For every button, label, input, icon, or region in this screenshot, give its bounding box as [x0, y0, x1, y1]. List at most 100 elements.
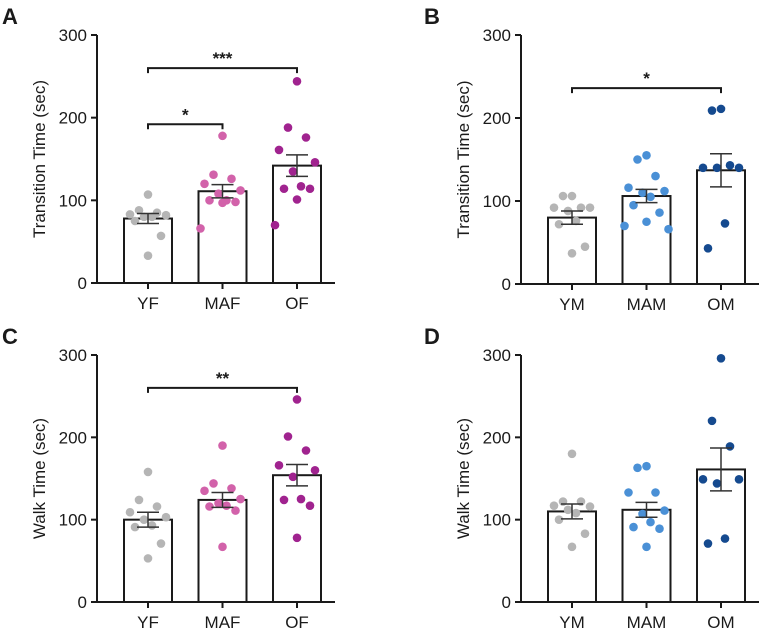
- data-point: [716, 104, 726, 114]
- data-point: [310, 465, 320, 475]
- data-point: [660, 186, 669, 196]
- y-tick-label: 0: [78, 274, 87, 293]
- data-point: [646, 517, 655, 527]
- y-tick-label: 0: [78, 593, 87, 612]
- data-point: [196, 224, 205, 233]
- data-point: [156, 539, 166, 548]
- data-point: [152, 502, 162, 511]
- y-tick-label: 300: [59, 346, 87, 365]
- y-tick-label: 300: [483, 346, 511, 365]
- data-point: [703, 539, 713, 548]
- data-point: [567, 449, 577, 459]
- bar-of: [272, 164, 322, 284]
- data-point: [125, 210, 135, 219]
- data-point: [549, 203, 559, 212]
- x-tick-label: MAF: [205, 613, 241, 632]
- data-point: [288, 472, 298, 482]
- data-point: [227, 174, 236, 184]
- data-point: [646, 192, 655, 202]
- data-point: [270, 220, 280, 230]
- data-point: [231, 197, 240, 207]
- data-point: [274, 145, 284, 155]
- data-point: [205, 502, 214, 511]
- significance-bracket: [147, 386, 298, 393]
- data-point: [642, 542, 651, 552]
- y-axis-label: Walk Time (sec): [30, 418, 49, 539]
- data-point: [214, 189, 223, 199]
- bar-yf: [123, 217, 173, 285]
- y-tick-label: 200: [483, 109, 511, 128]
- data-point: [651, 488, 660, 497]
- data-point: [633, 463, 642, 473]
- data-point: [716, 353, 726, 363]
- x-tick-label: MAF: [205, 294, 241, 313]
- data-point: [227, 484, 236, 493]
- data-point: [292, 533, 302, 543]
- panel-d: D 0 100 200 300 Walk Time (sec) YM MAM OM: [424, 324, 759, 632]
- y-tick-label: 300: [483, 26, 511, 45]
- data-point: [571, 508, 581, 518]
- data-point: [296, 494, 306, 504]
- data-point: [655, 524, 664, 534]
- panel-letter: C: [2, 324, 18, 349]
- data-point: [283, 123, 293, 132]
- data-point: [725, 442, 735, 451]
- data-point: [139, 515, 149, 524]
- data-point: [209, 479, 218, 488]
- x-tick-label: OF: [285, 294, 309, 313]
- data-point: [720, 534, 730, 543]
- data-point: [125, 507, 135, 517]
- y-tick-label: 100: [483, 511, 511, 530]
- x-tick-label: YM: [559, 295, 585, 314]
- data-point: [279, 184, 289, 194]
- data-point: [567, 542, 577, 552]
- data-point: [554, 219, 564, 229]
- y-tick-label: 0: [502, 593, 511, 612]
- y-tick-label: 200: [59, 428, 87, 447]
- panel-letter: A: [2, 4, 18, 29]
- data-point: [218, 131, 227, 141]
- data-point: [283, 432, 293, 441]
- data-point: [301, 133, 311, 142]
- data-point: [707, 416, 717, 426]
- significance-bracket: [147, 123, 224, 130]
- data-point: [549, 501, 559, 510]
- data-point: [143, 190, 153, 199]
- data-point: [279, 495, 289, 505]
- data-point: [563, 505, 573, 515]
- data-point: [161, 512, 171, 522]
- data-point: [305, 184, 315, 194]
- y-tick-label: 200: [59, 109, 87, 128]
- data-point: [292, 195, 302, 204]
- data-point: [624, 488, 633, 497]
- panel-c: C 0 100 200 300 Walk Time (sec) YF MAF OF **: [2, 324, 335, 632]
- data-point: [156, 231, 166, 241]
- significance-label: ***: [213, 49, 233, 68]
- y-tick-label: 300: [59, 26, 87, 45]
- significance-bracket: [147, 67, 298, 74]
- data-point: [301, 446, 311, 455]
- panel-letter: B: [424, 4, 440, 29]
- significance-label: *: [643, 69, 650, 88]
- data-point: [638, 188, 647, 197]
- data-point: [734, 163, 744, 173]
- data-point: [725, 161, 735, 170]
- data-point: [292, 395, 302, 404]
- data-point: [642, 217, 651, 227]
- data-point: [236, 186, 245, 195]
- x-tick-label: MAM: [627, 613, 667, 632]
- data-point: [310, 158, 320, 167]
- x-tick-label: YM: [559, 613, 585, 632]
- data-point: [218, 542, 227, 552]
- data-point: [638, 509, 647, 519]
- data-point: [698, 475, 708, 484]
- data-point: [629, 522, 638, 532]
- x-tick-label: YF: [137, 294, 159, 313]
- significance-label: **: [216, 369, 230, 388]
- data-point: [585, 502, 595, 511]
- y-tick-label: 100: [483, 192, 511, 211]
- y-tick-label: 100: [59, 191, 87, 210]
- x-tick-label: MAM: [627, 295, 667, 314]
- data-point: [292, 76, 302, 86]
